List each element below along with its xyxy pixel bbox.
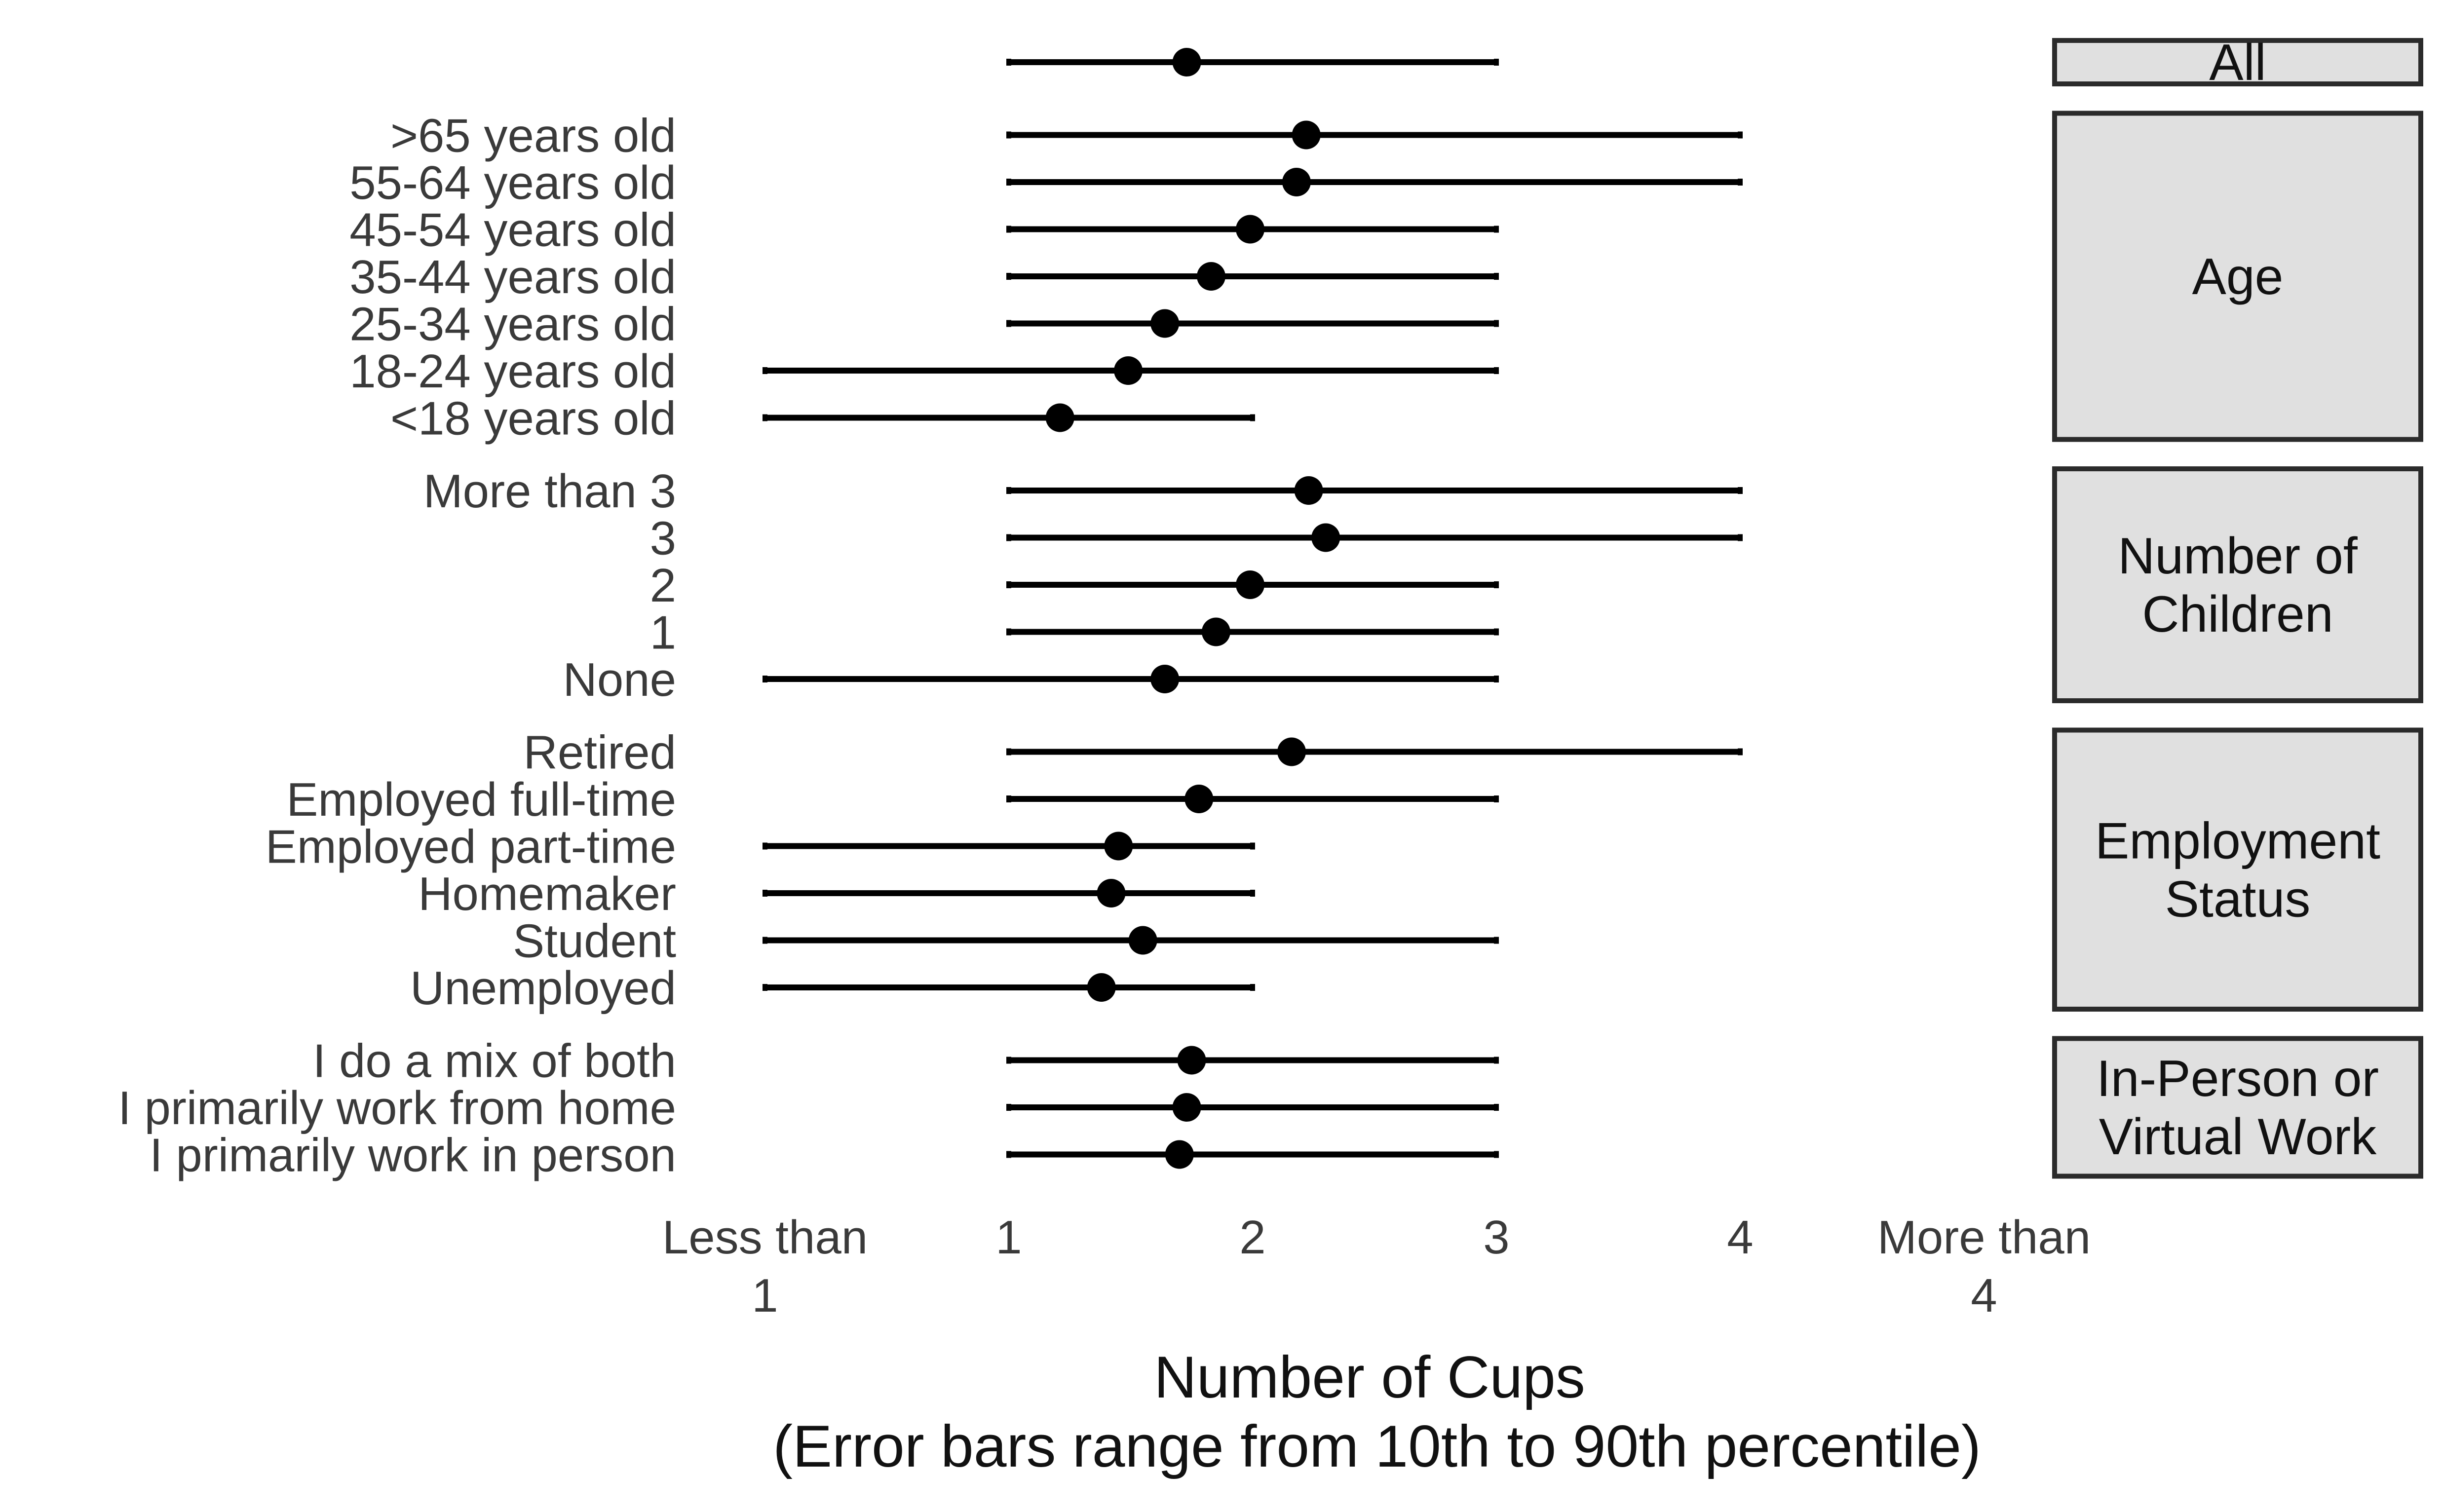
row-label: >65 years old (390, 110, 676, 162)
row-label: Employed full-time (286, 773, 676, 826)
mean-point (1282, 168, 1311, 196)
mean-point (1184, 785, 1214, 813)
facet-strip-box (2052, 38, 2423, 86)
mean-point (1172, 1093, 1201, 1122)
row-label: 18-24 years old (349, 345, 676, 398)
x-tick-label: 4 (1727, 1211, 1753, 1264)
mean-point (1201, 617, 1230, 646)
row-label: 35-44 years old (349, 251, 676, 303)
row-label: I primarily work from home (118, 1082, 676, 1134)
mean-point (1087, 973, 1116, 1002)
x-tick-label: 3 (1483, 1211, 1509, 1264)
facet-strip-label: Children (2142, 586, 2333, 643)
x-tick-label: Less than (662, 1211, 868, 1264)
mean-point (1104, 832, 1133, 861)
mean-point (1045, 403, 1074, 432)
row-label: 2 (650, 559, 676, 612)
row-label: 3 (650, 512, 676, 565)
row-label: None (563, 653, 677, 706)
row-label: More than 3 (423, 465, 676, 518)
row-label: Homemaker (418, 868, 676, 920)
facet-strip-label: Age (2192, 248, 2283, 305)
facet-strip-label: All (2209, 34, 2266, 91)
row-label: I do a mix of both (313, 1035, 676, 1088)
facet-strip-box (2052, 727, 2423, 1012)
facet-strip-box (2052, 1036, 2423, 1179)
mean-point (1292, 120, 1321, 150)
row-label: 55-64 years old (349, 156, 676, 209)
mean-point (1165, 1140, 1194, 1169)
facet-strip-label: In-Person or (2097, 1050, 2379, 1107)
row-label: Unemployed (410, 962, 676, 1015)
mean-point (1150, 665, 1180, 693)
x-axis-title-line1: Number of Cups (1154, 1344, 1585, 1410)
row-label: Student (513, 915, 676, 968)
x-tick-label: 2 (1239, 1211, 1265, 1264)
mean-point (1197, 262, 1226, 291)
mean-point (1114, 356, 1143, 385)
x-tick-label: 4 (1971, 1269, 1997, 1322)
row-label: Employed part-time (266, 821, 676, 873)
mean-point (1277, 737, 1306, 766)
x-tick-label: More than (1877, 1211, 2091, 1264)
mean-point (1236, 215, 1265, 244)
row-label: Retired (524, 726, 676, 779)
mean-point (1172, 48, 1201, 76)
row-label: 25-34 years old (349, 298, 676, 351)
row-label: I primarily work in person (150, 1129, 676, 1182)
row-label: 1 (650, 606, 676, 659)
facet-strip-label: Status (2165, 870, 2311, 928)
x-tick-label: 1 (995, 1211, 1022, 1264)
x-tick-label: 1 (752, 1269, 778, 1322)
facet-strip-box (2052, 111, 2423, 442)
mean-point (1311, 523, 1340, 552)
marks-layer (763, 48, 1743, 1169)
facet-strip-box (2052, 466, 2423, 703)
facet-strip-label: Number of (2118, 528, 2358, 585)
x-axis-title: Number of Cups (Error bars range from 10… (773, 1344, 1981, 1479)
mean-point (1177, 1046, 1206, 1075)
mean-point (1097, 879, 1126, 907)
mean-point (1128, 926, 1157, 955)
row-label: <18 years old (390, 392, 676, 445)
facet-strip-label: Virtual Work (2099, 1108, 2377, 1166)
mean-point (1294, 476, 1323, 505)
mean-point (1236, 570, 1265, 599)
x-axis-title-line2: (Error bars range from 10th to 90th perc… (773, 1413, 1981, 1479)
facet-strip-label: Employment (2095, 812, 2380, 869)
mean-point (1150, 309, 1180, 338)
row-label: 45-54 years old (349, 204, 676, 257)
